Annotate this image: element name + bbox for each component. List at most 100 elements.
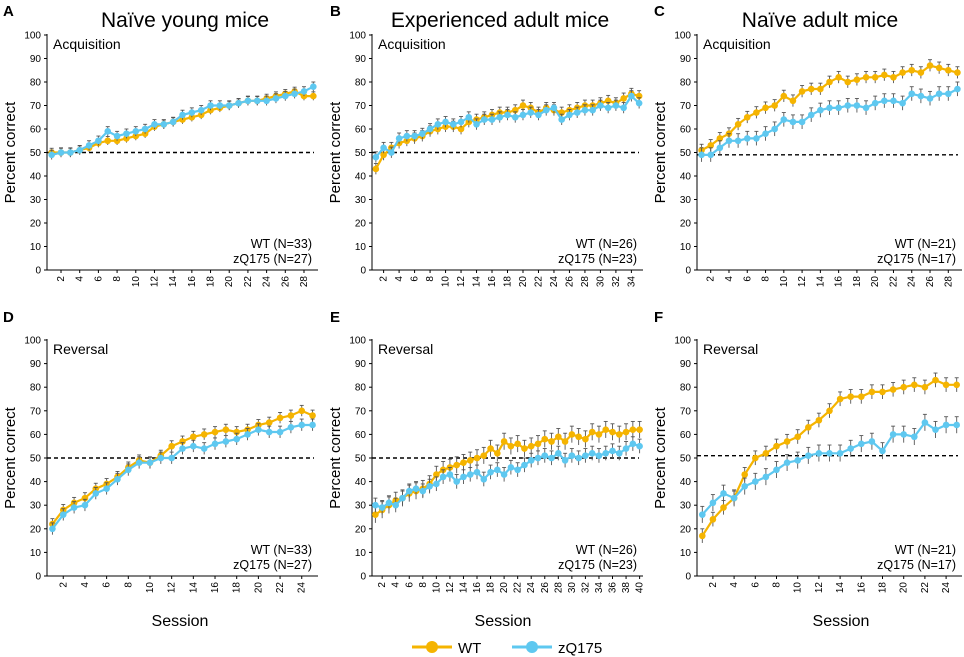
x-tick-label: 16 [472,582,483,594]
data-point-zq175 [725,137,733,145]
data-point-zq175 [527,457,535,464]
x-tick-label: 38 [621,582,632,594]
data-point-zq175 [581,106,589,114]
y-tick-label: 20 [680,524,692,535]
y-tick-label: 40 [680,172,692,183]
data-point-zq175 [794,457,801,464]
data-point-zq175 [773,466,780,474]
y-tick-label: 10 [30,548,42,559]
y-tick-label: 80 [355,78,367,89]
y-tick-label: 30 [680,501,692,512]
data-point-zq175 [457,118,465,126]
data-point-zq175 [291,90,298,98]
data-point-zq175 [233,435,240,443]
data-point-zq175 [561,457,569,464]
data-point-wt [780,92,788,100]
x-tick-label: 14 [472,276,483,288]
data-point-wt [815,416,823,424]
data-point-zq175 [48,151,55,159]
data-point-zq175 [244,97,252,105]
y-tick-label: 50 [680,148,692,159]
data-point-wt [309,412,316,419]
y-tick-label: 30 [680,195,692,206]
data-point-wt [868,388,876,396]
x-tick-label: 24 [907,276,918,288]
y-tick-label: 90 [680,54,692,65]
x-tick-label: 22 [513,582,524,594]
data-point-zq175 [399,494,406,502]
data-point-wt [602,426,610,433]
x-tick-label: 24 [297,582,308,594]
data-point-wt [798,88,806,95]
data-point-zq175 [629,440,637,448]
x-tick-label: 4 [75,276,86,282]
x-tick-label: 4 [394,276,405,282]
x-tick-label: 10 [431,582,442,594]
data-point-wt [743,113,751,121]
y-tick-label: 60 [30,125,42,136]
data-point-zq175 [575,454,582,462]
data-point-wt [527,442,535,450]
x-tick-label: 14 [188,582,199,594]
data-point-zq175 [817,106,824,114]
data-point-zq175 [519,111,527,119]
x-tick-label: 4 [724,276,735,282]
data-point-wt [582,435,589,443]
x-tick-label: 26 [540,582,551,594]
x-tick-label: 6 [93,276,104,282]
phase-label: Acquisition [378,36,446,52]
data-point-zq175 [836,449,844,457]
data-point-zq175 [473,468,481,476]
data-point-zq175 [500,471,508,478]
x-tick-label: 6 [102,582,113,588]
data-point-zq175 [263,97,270,105]
data-point-zq175 [460,473,467,481]
data-point-wt [480,452,488,459]
data-point-zq175 [826,449,833,457]
legend-wt-label: WT [458,640,481,657]
x-tick-label: 20 [899,582,910,594]
data-point-zq175 [157,454,165,462]
data-point-zq175 [466,471,474,478]
x-tick-label: 20 [224,276,235,288]
data-point-wt [858,393,865,400]
x-tick-label: 30 [567,582,578,594]
series-line-zq175 [375,442,640,509]
data-point-wt [807,85,815,93]
x-tick-label: 4 [80,582,91,588]
data-point-wt [944,66,952,74]
data-point-wt [817,85,824,93]
data-point-zq175 [272,95,280,102]
y-tick-label: 30 [355,501,367,512]
data-point-zq175 [488,116,496,123]
y-axis-label: Percent correct [327,406,344,509]
data-point-wt [168,442,175,450]
y-tick-label: 60 [355,125,367,136]
legend-text-zq175: zQ175 (N=23) [558,558,637,572]
data-point-wt [752,454,759,462]
data-point-wt [890,74,897,81]
data-point-zq175 [222,438,230,445]
data-point-zq175 [899,99,906,107]
data-point-zq175 [612,102,620,109]
data-point-wt [372,165,380,173]
data-point-zq175 [487,468,494,476]
data-point-wt [453,461,460,469]
y-tick-label: 10 [355,548,367,559]
data-point-zq175 [395,135,403,142]
x-tick-label: 24 [549,276,560,288]
x-tick-label: 2 [56,276,67,282]
data-point-zq175 [604,104,612,112]
data-point-wt [568,431,576,438]
legend-text-wt: WT (N=21) [895,543,956,557]
data-point-zq175 [699,511,706,518]
data-point-wt [707,142,715,149]
data-point-zq175 [81,501,89,509]
data-point-wt [555,433,562,441]
y-tick-label: 50 [30,454,42,465]
data-point-wt [881,71,888,79]
panel-letter-e: E [330,309,340,326]
